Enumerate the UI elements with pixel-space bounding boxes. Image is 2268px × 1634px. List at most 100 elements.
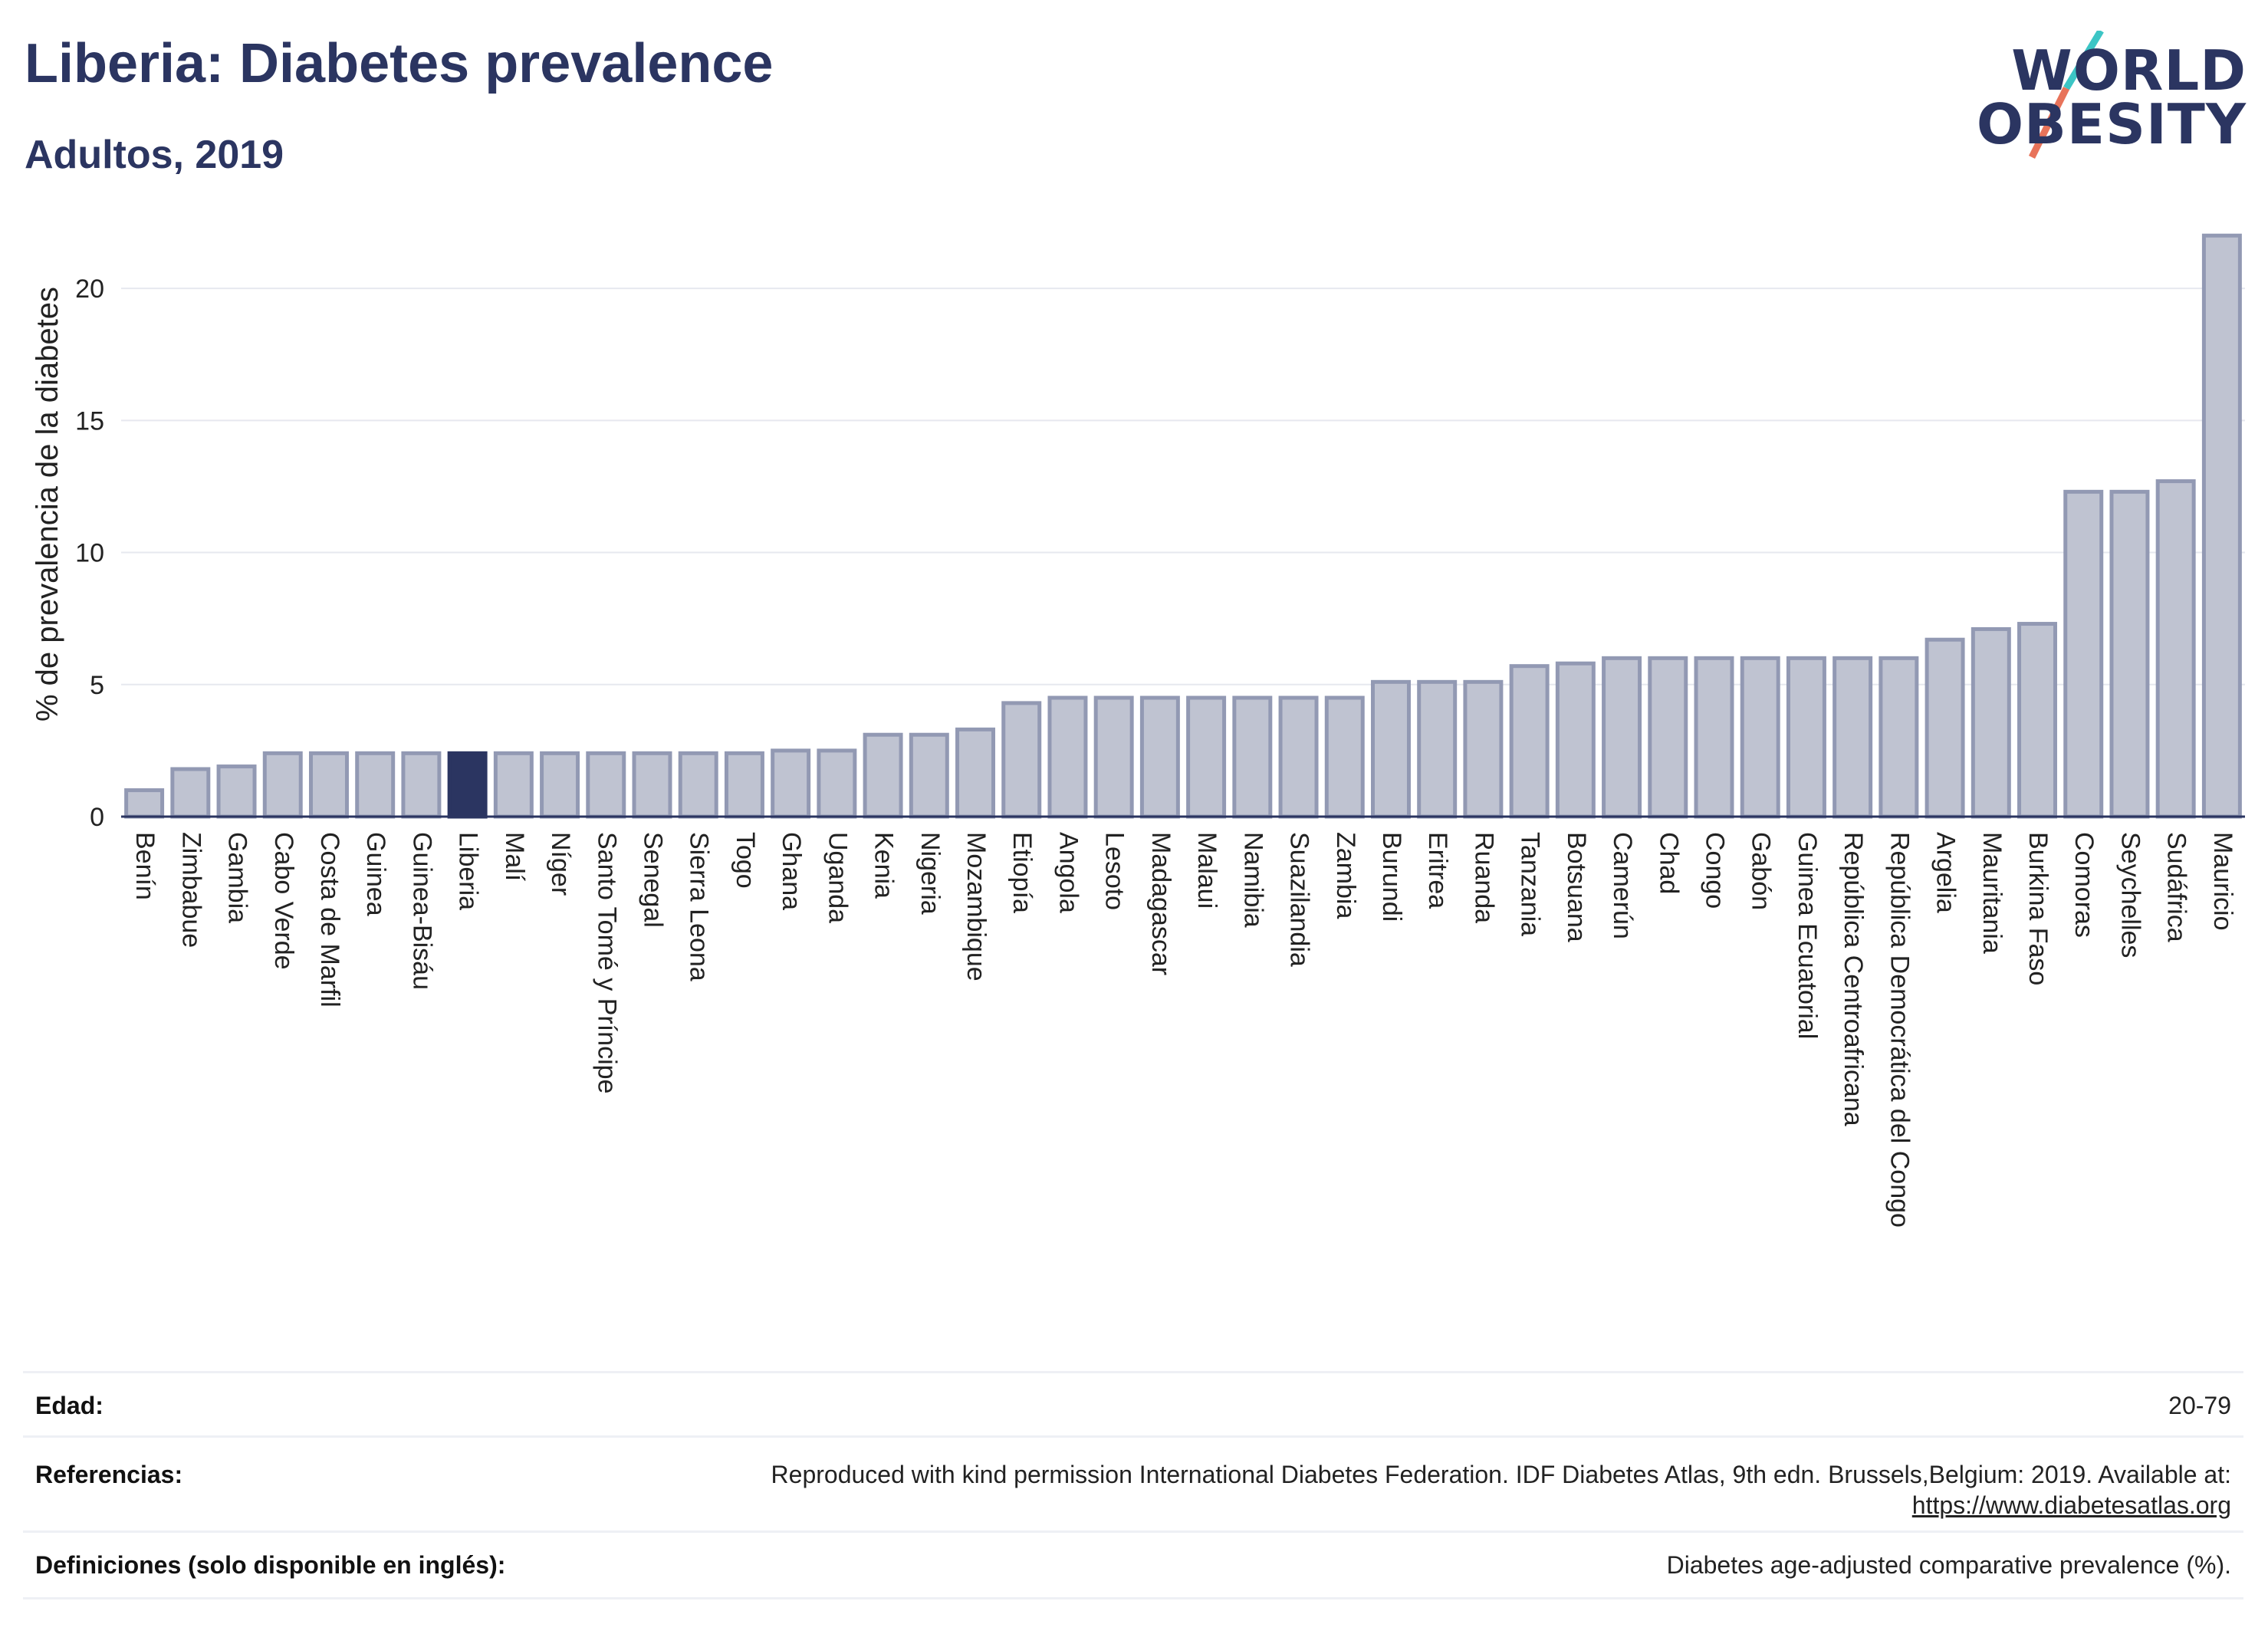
category-label: Mauritania: [1977, 832, 2007, 954]
category-label: Benín: [130, 832, 159, 900]
bar: [1417, 679, 1458, 819]
category-label: Níger: [546, 832, 575, 896]
category-label: Argelia: [1931, 832, 1961, 913]
category-label: Botsuana: [1562, 832, 1591, 942]
bar: [1324, 695, 1365, 819]
bar: [493, 751, 534, 819]
category-label: Congo: [1701, 832, 1730, 909]
category-label: Suazilandia: [1285, 832, 1314, 967]
bar: [724, 751, 764, 819]
category-label: Sudáfrica: [2162, 832, 2191, 942]
y-axis-label: % de prevalencia de la diabetes: [31, 287, 64, 722]
meta-row-references: Referencias: Reproduced with kind permis…: [23, 1435, 2243, 1533]
bar: [817, 748, 857, 819]
bar: [1278, 695, 1319, 819]
world-obesity-logo[interactable]: WORLD OBESITY: [1977, 31, 2247, 161]
bar: [355, 751, 396, 819]
bar: [632, 751, 672, 819]
bar-chart: 0 5 10 15 20 % de prevalencia de la diabetes B…: [31, 233, 2245, 1228]
logo-line1: WORLD: [2011, 38, 2247, 103]
bar: [1648, 656, 1688, 819]
chart-subtitle: Adultos, 2019: [25, 133, 284, 177]
category-label: Malí: [500, 832, 529, 882]
category-label: Ruanda: [1469, 832, 1498, 923]
category-label: Nigeria: [915, 832, 945, 915]
bar: [1047, 695, 1088, 819]
category-label: Cabo Verde: [269, 832, 298, 970]
bar: [1740, 656, 1780, 819]
meta-row-age: Edad: 20-79: [23, 1371, 2243, 1438]
category-label: República Centroafricana: [1839, 832, 1868, 1126]
chart-title: Liberia: Diabetes prevalence: [25, 33, 774, 94]
y-tick-label: 10: [75, 539, 104, 568]
meta-row-definitions: Definiciones (solo disponible en inglés)…: [23, 1530, 2243, 1599]
category-label: Kenia: [869, 832, 899, 899]
category-label: Guinea-Bisáu: [407, 832, 436, 990]
logo-line2: OBESITY: [1976, 92, 2247, 156]
category-label: Madagascar: [1146, 832, 1175, 975]
y-tick-label: 20: [75, 275, 104, 304]
category-label: Gabón: [1747, 832, 1776, 910]
category-label: Santo Tomé y Príncipe: [592, 832, 621, 1093]
bar: [771, 748, 811, 819]
bar: [124, 788, 165, 819]
bar: [1463, 679, 1504, 819]
y-tick-label: 5: [90, 671, 104, 700]
bar: [1001, 701, 1042, 819]
references-text: Reproduced with kind permission Internat…: [771, 1461, 2231, 1488]
bar: [2063, 489, 2104, 819]
category-label: Togo: [731, 832, 760, 889]
bar: [678, 751, 718, 819]
bar: [1555, 661, 1596, 819]
age-value: 20-79: [2168, 1392, 2231, 1419]
bar: [447, 751, 488, 819]
definitions-value: Diabetes age-adjusted comparative preval…: [1666, 1551, 2231, 1579]
category-label: República Democrática del Congo: [1885, 832, 1914, 1228]
category-label: Liberia: [454, 832, 483, 910]
bar: [1602, 656, 1642, 819]
bar: [1509, 664, 1550, 819]
bar: [1786, 656, 1826, 819]
category-label: Ghana: [777, 832, 806, 910]
bar: [863, 732, 903, 819]
logo-slash-icon: [2028, 31, 2104, 159]
bar: [1232, 695, 1273, 819]
bar: [1878, 656, 1919, 819]
category-label: Tanzania: [1516, 832, 1545, 936]
category-label: Zimbabue: [176, 832, 205, 948]
category-label: Malaui: [1192, 832, 1221, 909]
bar: [2017, 622, 2058, 819]
category-label: Mozambique: [961, 832, 991, 981]
bar: [262, 751, 303, 819]
category-label: Gambia: [223, 832, 252, 923]
category-label: Seychelles: [2115, 832, 2145, 958]
bar: [1925, 637, 1965, 819]
definitions-label: Definiciones (solo disponible en inglés)…: [35, 1551, 506, 1579]
category-label: Namibia: [1238, 832, 1267, 928]
category-label: Comoras: [2069, 832, 2099, 938]
bar: [2109, 489, 2150, 819]
category-label: Guinea Ecuatorial: [1793, 832, 1822, 1039]
category-label: Burundi: [1377, 832, 1406, 922]
bar: [2155, 479, 2196, 819]
bar: [586, 751, 626, 819]
bar: [1093, 695, 1134, 819]
age-label: Edad:: [35, 1392, 104, 1419]
bar: [909, 732, 949, 819]
category-label: Chad: [1654, 832, 1683, 894]
bar: [955, 727, 996, 819]
references-label: Referencias:: [35, 1461, 183, 1488]
bar: [2201, 233, 2242, 819]
references-link[interactable]: https://www.diabetesatlas.org: [1911, 1491, 2231, 1519]
bar: [1139, 695, 1180, 819]
category-label: Etiopía: [1007, 832, 1037, 913]
bar: [1186, 695, 1227, 819]
category-label: Eritrea: [1423, 832, 1452, 909]
bar: [170, 767, 211, 819]
category-label: Lesoto: [1100, 832, 1129, 910]
y-tick-label: 15: [75, 406, 104, 436]
bar: [1832, 656, 1873, 819]
category-label: Burkina Faso: [2023, 832, 2053, 985]
category-label: Senegal: [639, 832, 668, 928]
y-tick-label: 0: [90, 803, 104, 832]
